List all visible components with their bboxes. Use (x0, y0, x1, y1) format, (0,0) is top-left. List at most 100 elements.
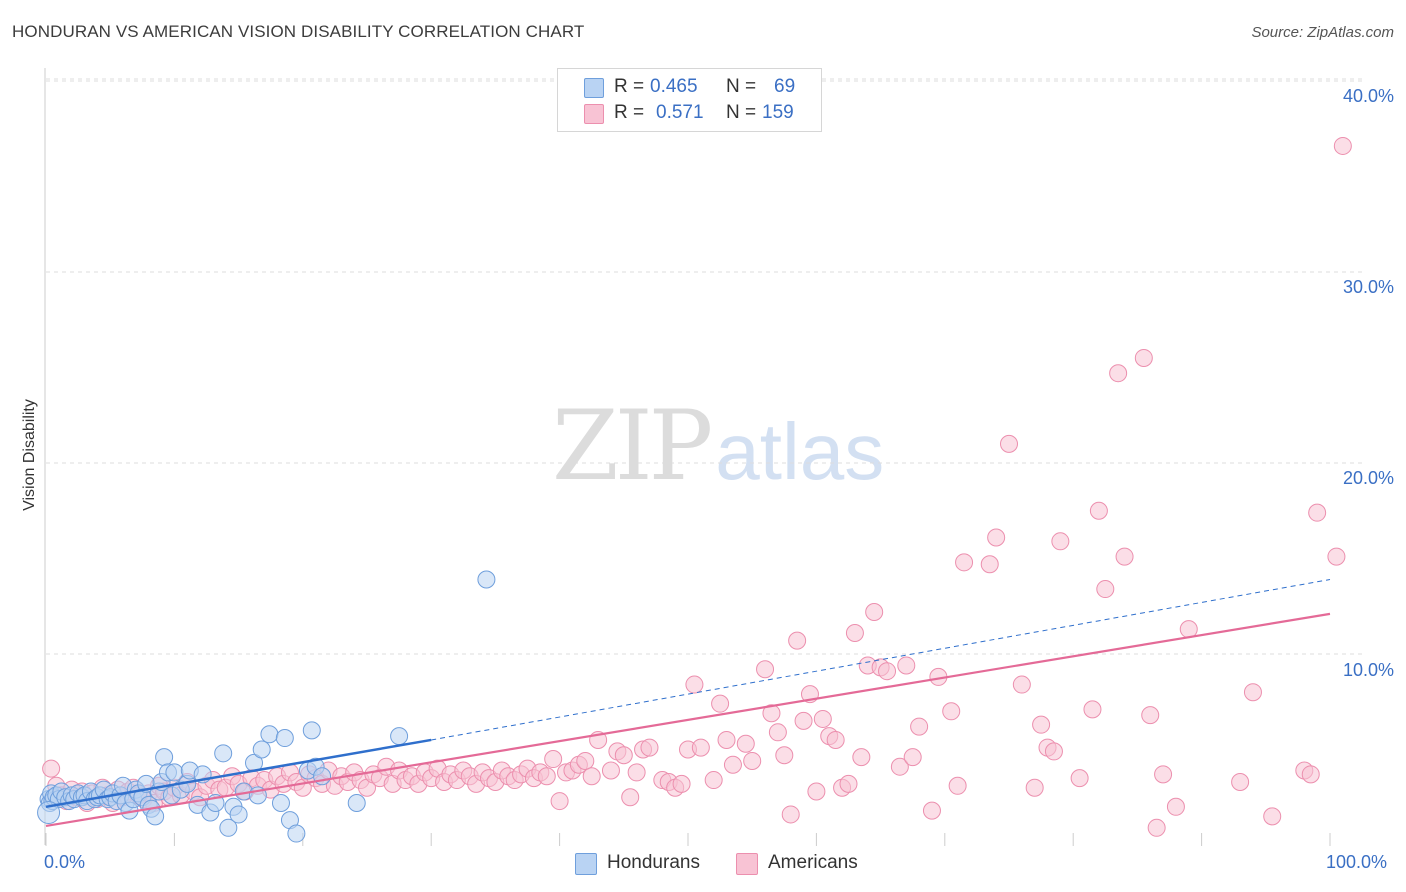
americans-point (897, 656, 916, 675)
americans-point (1032, 715, 1051, 734)
americans-point (1231, 772, 1250, 791)
americans-point (1134, 348, 1153, 367)
americans-point (1333, 136, 1352, 155)
americans-point (762, 704, 781, 723)
hondurans-point (287, 824, 306, 843)
americans-point (1044, 742, 1063, 761)
americans-point (723, 755, 742, 774)
americans-point (1051, 532, 1070, 551)
americans-point (980, 555, 999, 574)
legend-n-value: 159 (762, 102, 794, 123)
hondurans-legend-swatch (575, 853, 597, 875)
americans-point (1308, 503, 1327, 522)
legend-n-label: N = (726, 102, 757, 123)
legend-r-label: R = (614, 76, 645, 97)
americans-point (685, 675, 704, 694)
americans-point (845, 623, 864, 642)
source-label: Source: ZipAtlas.com (1251, 24, 1394, 41)
americans-point (1147, 818, 1166, 837)
americans-point (582, 767, 601, 786)
americans-point (890, 757, 909, 776)
watermark-atlas: atlas (715, 407, 885, 496)
americans-point (910, 717, 929, 736)
chart-title: HONDURAN VS AMERICAN VISION DISABILITY C… (12, 22, 585, 41)
hondurans-point (302, 721, 321, 740)
x-tick-label-max: 100.0% (1326, 852, 1388, 872)
y-tick-label-40: 40.0% (1342, 86, 1394, 106)
legend-n-label: N = (726, 76, 757, 97)
hondurans-trendline-extension (431, 579, 1331, 741)
hondurans-swatch (584, 78, 604, 98)
americans-point (987, 528, 1006, 547)
americans-legend-label: Americans (768, 852, 858, 873)
americans-point (1243, 683, 1262, 702)
americans-point (781, 805, 800, 824)
americans-point (1070, 769, 1089, 788)
americans-point (1141, 706, 1160, 725)
americans-point (839, 774, 858, 793)
americans-point (1327, 547, 1346, 566)
americans-point (948, 776, 967, 795)
americans-point (1000, 434, 1018, 453)
legend-r-value: 0.571 (656, 102, 704, 123)
legend-r-label: R = (614, 102, 645, 123)
americans-point (576, 751, 595, 770)
americans-trendline (45, 612, 1331, 827)
americans-point (788, 631, 807, 650)
watermark-zip: ZIP (552, 390, 713, 502)
americans-point (736, 734, 755, 753)
americans-point (614, 746, 633, 765)
americans-point (794, 711, 813, 730)
americans-point (711, 694, 730, 713)
americans-point (1096, 580, 1115, 599)
americans-point (672, 774, 691, 793)
americans-point (865, 602, 884, 621)
americans-point (807, 782, 826, 801)
americans-point (1115, 547, 1134, 566)
legend-n-value: 69 (774, 76, 796, 97)
hondurans-point (275, 729, 294, 748)
stats-legend: R = 0.465 N = 69 R = 0.571 N = 159 (557, 68, 822, 132)
hondurans-point (219, 818, 238, 837)
americans-point (1012, 675, 1031, 694)
americans-point (768, 723, 787, 742)
hondurans-point (37, 801, 61, 825)
americans-point (813, 709, 832, 728)
hondurans-point (214, 744, 233, 763)
americans-point (1083, 700, 1102, 719)
hondurans-point (146, 807, 165, 826)
americans-point (1109, 364, 1128, 383)
hondurans-point (271, 793, 290, 812)
americans-point (775, 746, 794, 765)
americans-legend-swatch (736, 853, 758, 875)
americans-point (756, 660, 775, 679)
americans-point (550, 792, 569, 811)
hondurans-point (390, 727, 409, 746)
hondurans-point (252, 740, 271, 759)
americans-point (621, 788, 640, 807)
americans-point (601, 761, 620, 780)
americans-point (717, 730, 736, 749)
y-tick-label-10: 10.0% (1342, 660, 1394, 680)
americans-point (1025, 778, 1044, 797)
americans-point (852, 748, 871, 767)
y-axis-label: Vision Disability (21, 399, 38, 511)
americans-point (627, 763, 646, 782)
americans-point (691, 738, 710, 757)
americans-point (743, 751, 762, 770)
americans-point (1166, 797, 1185, 816)
hondurans-point (155, 748, 174, 767)
americans-point (942, 702, 961, 721)
y-tick-label-30: 30.0% (1342, 277, 1394, 297)
hondurans-point (347, 793, 366, 812)
americans-point (955, 553, 974, 572)
americans-point (544, 750, 563, 769)
americans-point (640, 738, 659, 757)
americans-point (1301, 765, 1320, 784)
hondurans-point (260, 725, 279, 744)
americans-point (1263, 807, 1282, 826)
hondurans-point (477, 570, 496, 589)
hondurans-point (229, 805, 248, 824)
americans-point (1154, 765, 1173, 784)
